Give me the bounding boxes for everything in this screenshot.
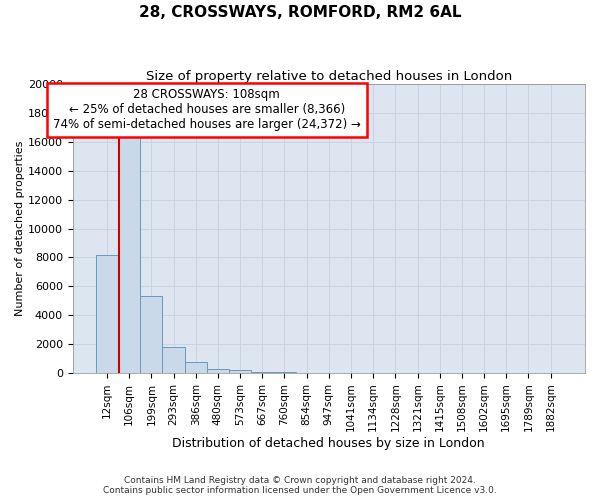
Bar	[229, 370, 251, 373]
Bar	[207, 368, 229, 373]
Bar	[251, 372, 274, 373]
Bar	[274, 372, 296, 373]
Title: Size of property relative to detached houses in London: Size of property relative to detached ho…	[146, 70, 512, 83]
Bar	[96, 254, 118, 373]
Bar	[185, 362, 207, 373]
Bar	[140, 296, 163, 373]
Bar	[163, 347, 185, 373]
X-axis label: Distribution of detached houses by size in London: Distribution of detached houses by size …	[173, 437, 485, 450]
Y-axis label: Number of detached properties: Number of detached properties	[15, 141, 25, 316]
Text: 28, CROSSWAYS, ROMFORD, RM2 6AL: 28, CROSSWAYS, ROMFORD, RM2 6AL	[139, 5, 461, 20]
Bar	[118, 134, 140, 373]
Text: 28 CROSSWAYS: 108sqm
← 25% of detached houses are smaller (8,366)
74% of semi-de: 28 CROSSWAYS: 108sqm ← 25% of detached h…	[53, 88, 361, 132]
Text: Contains HM Land Registry data © Crown copyright and database right 2024.
Contai: Contains HM Land Registry data © Crown c…	[103, 476, 497, 495]
